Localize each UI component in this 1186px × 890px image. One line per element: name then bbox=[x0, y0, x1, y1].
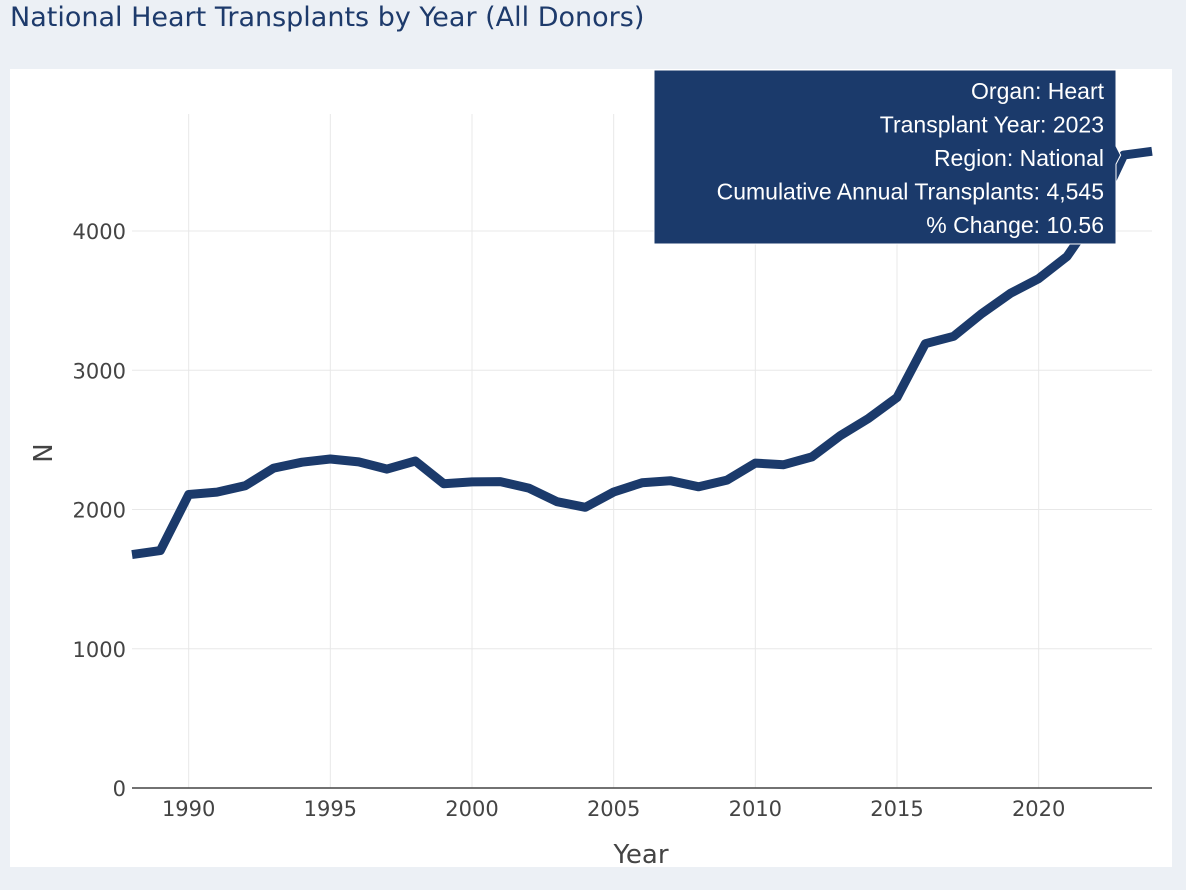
x-tick-label: 1995 bbox=[304, 797, 357, 821]
x-axis-ticks: 1990 1995 2000 2005 2010 2015 2020 bbox=[162, 797, 1065, 821]
tooltip-line: Region: National bbox=[934, 145, 1104, 171]
tooltip-line: Cumulative Annual Transplants: 4,545 bbox=[717, 179, 1104, 205]
tooltip-line: % Change: 10.56 bbox=[926, 212, 1104, 238]
x-tick-label: 2005 bbox=[587, 797, 640, 821]
page-title: National Heart Transplants by Year (All … bbox=[10, 2, 645, 33]
y-axis-title: N bbox=[29, 443, 59, 462]
x-tick-label: 1990 bbox=[162, 797, 215, 821]
tooltip-line: Transplant Year: 2023 bbox=[880, 112, 1104, 138]
y-tick-label: 2000 bbox=[73, 499, 126, 523]
series-layer[interactable] bbox=[131, 146, 1153, 560]
y-axis-ticks: 0 1000 2000 3000 4000 bbox=[73, 220, 126, 801]
x-axis-title: Year bbox=[612, 840, 668, 867]
y-tick-label: 0 bbox=[113, 777, 126, 801]
tooltip-box bbox=[653, 69, 1122, 245]
y-tick-label: 3000 bbox=[73, 359, 126, 383]
hover-tooltip: Organ: Heart Transplant Year: 2023 Region:… bbox=[653, 69, 1122, 245]
series-line[interactable] bbox=[131, 146, 1153, 560]
x-tick-label: 2015 bbox=[870, 797, 923, 821]
x-tick-label: 2020 bbox=[1012, 797, 1065, 821]
line-chart[interactable]: 0 1000 2000 3000 4000 1990 1995 2000 2005 2010 20… bbox=[10, 69, 1172, 867]
x-tick-label: 2000 bbox=[445, 797, 498, 821]
tooltip-line: Organ: Heart bbox=[971, 78, 1105, 104]
y-tick-label: 4000 bbox=[73, 220, 126, 244]
x-tick-label: 2010 bbox=[729, 797, 782, 821]
chart-panel: 0 1000 2000 3000 4000 1990 1995 2000 2005 2010 20… bbox=[10, 69, 1172, 867]
y-tick-label: 1000 bbox=[73, 638, 126, 662]
